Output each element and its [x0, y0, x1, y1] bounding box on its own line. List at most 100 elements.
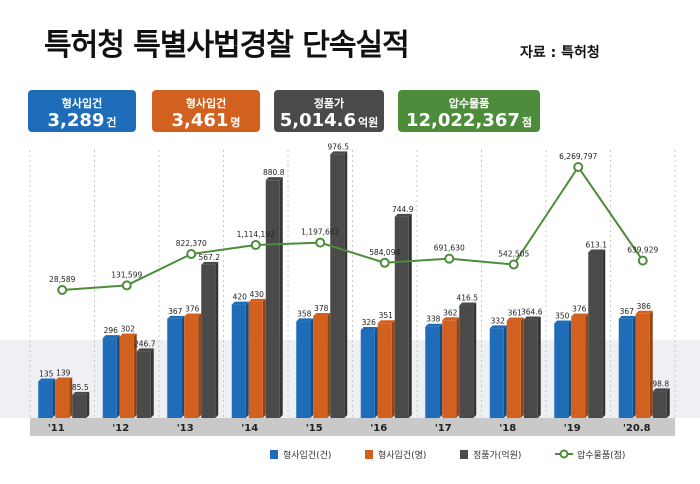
line-point-label: 542,505 — [498, 249, 529, 258]
page-title: 특허청 특별사법경찰 단속실적 — [44, 28, 410, 63]
line-point-label: 822,370 — [176, 239, 207, 248]
bar-persons — [184, 316, 199, 418]
bar-persons-label: 376 — [185, 304, 200, 313]
bar-genuine-value-label: 744.9 — [392, 205, 414, 214]
bar-cases-label: 296 — [104, 326, 119, 335]
bar-cases-label: 338 — [426, 315, 441, 324]
bar-genuine-value — [136, 351, 151, 418]
bar-genuine-value-side — [344, 151, 348, 418]
bar-cases-top — [102, 335, 120, 339]
bar-genuine-value-top — [394, 213, 412, 217]
bar-genuine-value-top — [523, 316, 541, 320]
summary-card-genuine-value: 정품가 5,014.6 억원 — [274, 90, 384, 132]
bar-genuine-value-top — [459, 302, 477, 306]
bar-persons-top — [248, 298, 266, 302]
line-point-seized-items — [250, 239, 261, 250]
line-point-seized-items — [186, 249, 197, 260]
bar-genuine-value-label: 85.5 — [72, 383, 89, 392]
bar-cases-top — [425, 323, 443, 327]
bar-genuine-value — [459, 305, 474, 418]
bar-cases-label: 350 — [555, 312, 570, 321]
bar-cases-label: 367 — [168, 307, 183, 316]
card-value: 12,022,367 점 — [406, 110, 532, 131]
card-label: 정품가 — [313, 97, 345, 110]
card-value: 5,014.6 억원 — [279, 110, 379, 131]
bar-persons-top — [571, 313, 589, 317]
bar-persons-label: 376 — [572, 304, 587, 313]
bar-genuine-value-top — [136, 348, 154, 352]
bar-cases-top — [296, 318, 314, 322]
bar-persons-top — [55, 377, 73, 381]
x-tick-label: '14 — [241, 423, 258, 434]
bar-cases — [489, 328, 504, 418]
bar-cases — [38, 381, 53, 418]
bar-genuine-value — [588, 252, 603, 418]
bar-persons — [506, 320, 521, 418]
bar-persons — [442, 320, 457, 418]
summary-card-seized-items: 압수물품 12,022,367 점 — [398, 90, 540, 132]
line-point-label: 131,599 — [111, 270, 142, 279]
line-point-seized-items — [573, 162, 584, 172]
bar-persons — [248, 301, 263, 418]
bar-persons-top — [377, 320, 395, 324]
bar-cases-label: 135 — [39, 370, 54, 379]
bar-persons-top — [506, 317, 524, 321]
bar-cases-top — [38, 378, 56, 382]
bar-persons-label: 430 — [250, 290, 265, 299]
bar-genuine-value-side — [666, 388, 670, 418]
bar-genuine-value-side — [150, 348, 154, 418]
bar-persons-side — [327, 312, 331, 418]
bar-persons-side — [133, 333, 137, 418]
line-point-seized-items — [508, 259, 519, 270]
bar-persons-label: 361 — [508, 309, 523, 318]
x-tick-label: '17 — [435, 423, 452, 434]
bar-genuine-value-label: 880.8 — [263, 168, 285, 177]
source-note: 자료 : 특허청 — [520, 45, 600, 61]
bar-genuine-value-label: 567.2 — [199, 253, 221, 262]
bar-cases — [360, 329, 375, 418]
bar-cases — [296, 321, 311, 418]
bar-persons-side — [520, 317, 524, 418]
line-point-label: 639,929 — [627, 246, 658, 255]
bar-cases-side — [503, 325, 507, 418]
bar-persons-label: 362 — [443, 308, 458, 317]
x-tick-label: '11 — [48, 423, 65, 434]
x-tick-label: '19 — [564, 423, 581, 434]
line-point-seized-items — [315, 237, 326, 248]
bar-persons-top — [119, 333, 137, 337]
bar-cases-top — [167, 315, 185, 319]
bar-genuine-value-side — [86, 391, 90, 418]
legend-marker — [559, 449, 569, 459]
bar-genuine-value-label: 613.1 — [586, 240, 608, 249]
bar-persons — [571, 316, 586, 418]
bar-persons-label: 386 — [637, 302, 652, 311]
bar-cases-label: 367 — [620, 307, 635, 316]
bar-persons — [55, 380, 70, 418]
bar-genuine-value-label: 98.8 — [652, 379, 669, 388]
bar-cases-side — [116, 335, 120, 418]
bar-cases-top — [489, 325, 507, 329]
line-point-seized-items — [121, 280, 132, 291]
bar-genuine-value-top — [201, 261, 219, 265]
legend-label: 형사입건(명) — [378, 449, 426, 461]
bar-cases-side — [245, 301, 249, 418]
bar-cases-side — [52, 378, 56, 418]
card-value: 3,461 명 — [171, 110, 241, 131]
bar-cases-label: 420 — [233, 293, 248, 302]
bar-persons-label: 139 — [56, 368, 71, 377]
bar-persons-side — [198, 313, 202, 418]
legend-label: 정품가(억원) — [473, 449, 521, 461]
card-label: 형사입건 — [61, 97, 103, 110]
bar-cases — [102, 338, 117, 418]
bar-cases-top — [554, 320, 572, 324]
x-tick-label: '15 — [306, 423, 323, 434]
line-point-label: 28,589 — [49, 275, 75, 284]
x-tick-label: '18 — [499, 423, 516, 434]
line-point-seized-items — [444, 253, 455, 264]
bar-cases — [425, 326, 440, 418]
bar-genuine-value-label: 976.5 — [328, 142, 350, 151]
bar-persons-side — [456, 317, 460, 418]
bar-persons-top — [635, 310, 653, 314]
bar-genuine-value — [265, 180, 280, 418]
